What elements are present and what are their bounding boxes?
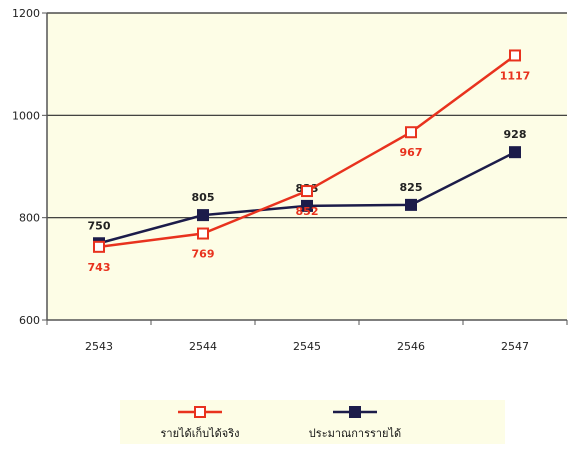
x-tick-label: 2545 bbox=[293, 340, 321, 353]
plot-area bbox=[47, 13, 567, 320]
y-tick-label: 800 bbox=[19, 212, 40, 225]
data-label: 967 bbox=[400, 146, 423, 159]
data-label: 928 bbox=[504, 128, 527, 141]
data-point bbox=[509, 146, 521, 159]
data-label: 743 bbox=[88, 261, 111, 274]
legend-label: รายได้เก็บได้จริง bbox=[160, 426, 239, 440]
data-point bbox=[197, 227, 209, 240]
y-tick-label: 1200 bbox=[12, 7, 40, 20]
data-label: 750 bbox=[88, 219, 111, 232]
data-point bbox=[301, 199, 313, 212]
legend-box bbox=[120, 400, 505, 444]
data-point bbox=[405, 198, 417, 211]
x-tick-label: 2544 bbox=[189, 340, 217, 353]
data-label: 825 bbox=[400, 181, 423, 194]
data-point bbox=[197, 209, 209, 222]
data-label: 805 bbox=[192, 191, 215, 204]
x-tick-label: 2543 bbox=[85, 340, 113, 353]
legend-swatch-marker bbox=[194, 406, 206, 418]
data-point bbox=[301, 185, 313, 198]
data-point bbox=[509, 49, 521, 62]
y-tick-label: 1000 bbox=[12, 109, 40, 122]
legend-swatch-marker bbox=[349, 406, 361, 418]
x-tick-label: 2546 bbox=[397, 340, 425, 353]
data-point bbox=[405, 126, 417, 139]
x-tick-label: 2547 bbox=[501, 340, 529, 353]
data-label: 852 bbox=[296, 205, 319, 218]
data-point bbox=[93, 240, 105, 253]
data-label: 1117 bbox=[500, 69, 531, 82]
y-tick-label: 600 bbox=[19, 314, 40, 327]
legend-label: ประมาณการรายได้ bbox=[309, 427, 401, 440]
data-label: 769 bbox=[192, 248, 215, 261]
